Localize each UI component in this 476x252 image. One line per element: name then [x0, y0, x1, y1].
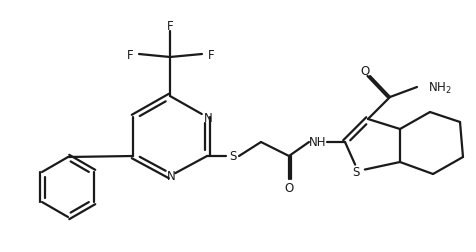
Text: F: F	[167, 19, 173, 32]
Text: N: N	[167, 170, 175, 183]
Text: O: O	[360, 64, 370, 77]
Text: S: S	[352, 166, 360, 179]
Text: N: N	[204, 111, 212, 124]
Text: NH$_2$: NH$_2$	[428, 80, 452, 95]
Text: NH: NH	[309, 136, 327, 149]
Text: S: S	[229, 150, 237, 163]
Text: F: F	[208, 48, 215, 61]
Text: O: O	[284, 181, 294, 194]
Text: F: F	[126, 48, 133, 61]
